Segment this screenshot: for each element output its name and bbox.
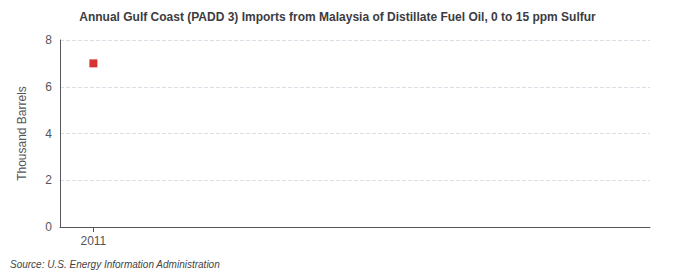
svg-text:6: 6: [45, 80, 52, 94]
svg-text:2011: 2011: [80, 234, 106, 248]
svg-text:8: 8: [45, 33, 52, 47]
svg-text:0: 0: [45, 220, 52, 234]
svg-text:Thousand Barrels: Thousand Barrels: [15, 86, 29, 181]
svg-text:Annual Gulf Coast (PADD 3) Imp: Annual Gulf Coast (PADD 3) Imports from …: [79, 10, 596, 24]
svg-text:Source: U.S. Energy Informatio: Source: U.S. Energy Information Administ…: [10, 259, 220, 270]
svg-text:2: 2: [45, 173, 52, 187]
svg-text:4: 4: [45, 127, 52, 141]
